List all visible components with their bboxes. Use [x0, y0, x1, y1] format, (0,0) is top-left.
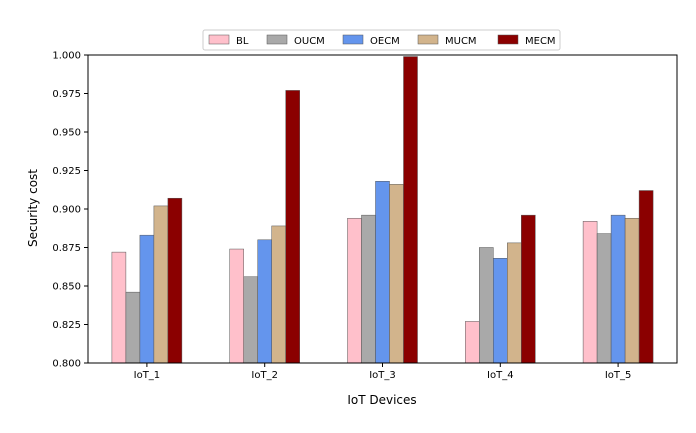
- legend-swatch-oucm: [266, 34, 288, 45]
- x-tick-label: IoT_3: [369, 370, 396, 381]
- legend-swatch-bl: [208, 34, 230, 45]
- x-tick-label: IoT_5: [605, 370, 632, 381]
- bar-mecm-iot-2: [285, 90, 300, 364]
- y-tick-label: 0.950: [52, 128, 81, 139]
- bar-mucm-iot-3: [389, 184, 404, 364]
- bar-mucm-iot-5: [624, 217, 640, 364]
- bar-mecm-iot-4: [521, 214, 536, 364]
- y-tick-label: 0.875: [52, 243, 81, 254]
- bar-oucm-iot-1: [125, 291, 141, 364]
- legend: BL OUCM OECM MUCM MECM: [202, 29, 561, 51]
- bar-mucm-iot-4: [507, 242, 522, 364]
- bar-bl-iot-1: [111, 251, 127, 364]
- y-tick-label: 0.975: [52, 89, 81, 100]
- bar-bl-iot-3: [347, 217, 362, 364]
- legend-swatch-mecm: [497, 34, 519, 45]
- legend-swatch-oecm: [342, 34, 364, 45]
- bar-mucm-iot-2: [271, 225, 286, 364]
- bar-oecm-iot-4: [493, 258, 508, 364]
- y-axis: 0.800 0.825 0.850 0.875 0.900 0.925 0.950 0.975…: [52, 51, 88, 370]
- bar-oecm-iot-1: [139, 234, 155, 364]
- legend-label-oucm: OUCM: [294, 36, 325, 47]
- legend-swatch-mucm: [417, 34, 439, 45]
- bar-oucm-iot-2: [243, 276, 258, 364]
- bar-bl-iot-2: [229, 248, 244, 364]
- y-axis-label: Security cost: [26, 169, 40, 247]
- y-tick-label: 0.850: [52, 282, 81, 293]
- y-tick-label: 1.000: [52, 51, 81, 62]
- plot-area: [87, 54, 678, 364]
- bar-oecm-iot-2: [257, 239, 272, 364]
- bar-oucm-iot-4: [479, 247, 494, 364]
- x-tick-label: IoT_4: [487, 370, 514, 381]
- legend-label-mecm: MECM: [525, 36, 556, 47]
- x-tick-label: IoT_1: [134, 370, 161, 381]
- x-tick-label: IoT_2: [251, 370, 278, 381]
- x-axis: IoT_1 IoT_2 IoT_3 IoT_4 IoT_5: [134, 363, 632, 381]
- legend-label-mucm: MUCM: [445, 36, 477, 47]
- legend-label-bl: BL: [236, 36, 249, 47]
- bar-oecm-iot-5: [610, 214, 626, 364]
- bar-mecm-iot-5: [638, 190, 654, 364]
- bar-oucm-iot-5: [596, 233, 612, 364]
- x-axis-label: IoT Devices: [347, 393, 416, 407]
- bar-mecm-iot-3: [403, 56, 418, 364]
- bar-mecm-iot-1: [167, 197, 183, 364]
- bar-oucm-iot-3: [361, 214, 376, 364]
- legend-label-oecm: OECM: [370, 36, 400, 47]
- bar-oecm-iot-3: [375, 181, 390, 364]
- y-tick-label: 0.925: [52, 166, 81, 177]
- y-tick-label: 0.800: [52, 359, 81, 370]
- bar-bl-iot-4: [465, 321, 480, 364]
- legend-box: [202, 29, 561, 51]
- bar-mucm-iot-1: [153, 205, 169, 364]
- y-tick-label: 0.825: [52, 320, 81, 331]
- y-tick-label: 0.900: [52, 205, 81, 216]
- bar-bl-iot-5: [582, 221, 598, 364]
